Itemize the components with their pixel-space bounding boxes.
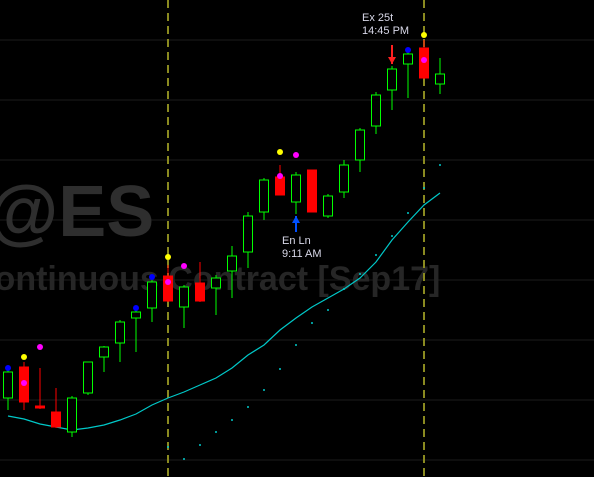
signal-dot — [165, 279, 171, 285]
signal-dot — [181, 263, 187, 269]
candle-body — [307, 169, 317, 213]
candle-body — [163, 275, 173, 302]
trade-label: 9:11 AM — [282, 248, 322, 260]
trade-label: 14:45 PM — [362, 25, 409, 37]
dotted-line-point — [439, 164, 441, 166]
trade-arrow-head — [388, 57, 396, 64]
dotted-line-point — [327, 309, 329, 311]
candle-body — [243, 215, 253, 253]
dotted-line-point — [343, 288, 345, 290]
candle-body — [435, 73, 445, 85]
dotted-line-point — [199, 444, 201, 446]
dotted-line-point — [391, 235, 393, 237]
candle-body — [115, 321, 125, 344]
dotted-line-point — [359, 273, 361, 275]
signal-dot — [133, 305, 139, 311]
signal-dot — [277, 173, 283, 179]
candle-body — [195, 282, 205, 302]
signal-dot — [421, 32, 427, 38]
dotted-line-point — [247, 406, 249, 408]
signal-dot — [405, 47, 411, 53]
candle-body — [211, 277, 221, 289]
candle-body — [387, 68, 397, 91]
signal-dot — [165, 254, 171, 260]
candle-body — [35, 405, 45, 409]
candle-body — [99, 346, 109, 358]
candle-body — [147, 281, 157, 309]
candle-body — [323, 195, 333, 217]
signal-dot — [5, 365, 11, 371]
dotted-line-point — [183, 458, 185, 460]
candle-body — [371, 94, 381, 127]
signal-dot — [421, 57, 427, 63]
signal-dot — [293, 152, 299, 158]
signal-dot — [21, 380, 27, 386]
candle-body — [131, 311, 141, 319]
dotted-line-point — [423, 187, 425, 189]
candle-body — [83, 361, 93, 394]
grid — [0, 39, 594, 461]
candle-body — [3, 371, 13, 399]
signal-dot — [37, 344, 43, 350]
dotted-line-point — [407, 212, 409, 214]
watermark: @ES — [0, 172, 154, 252]
dotted-line-point — [375, 254, 377, 256]
dotted-line-point — [311, 322, 313, 324]
candle-body — [259, 179, 269, 213]
trade-label: Ex 25t — [362, 12, 393, 24]
candle-body — [179, 286, 189, 308]
candle-body — [67, 397, 77, 433]
dotted-line-point — [279, 368, 281, 370]
dotted-line-point — [215, 431, 217, 433]
candle-body — [227, 255, 237, 272]
signal-dot — [21, 354, 27, 360]
dotted-line-point — [295, 344, 297, 346]
moving-average — [7, 192, 441, 431]
candle-body — [51, 411, 61, 428]
signal-dot — [277, 149, 283, 155]
candle-body — [355, 129, 365, 161]
dotted-line-point — [263, 389, 265, 391]
candle-body — [275, 176, 285, 196]
dotted-line-point — [231, 419, 233, 421]
signal-dot — [149, 274, 155, 280]
trade-arrow-head — [292, 216, 300, 223]
dotted-line-point — [167, 446, 169, 448]
candle-body — [339, 164, 349, 193]
candle-body — [291, 174, 301, 203]
trade-label: En Ln — [282, 235, 311, 247]
candle-body — [403, 53, 413, 65]
